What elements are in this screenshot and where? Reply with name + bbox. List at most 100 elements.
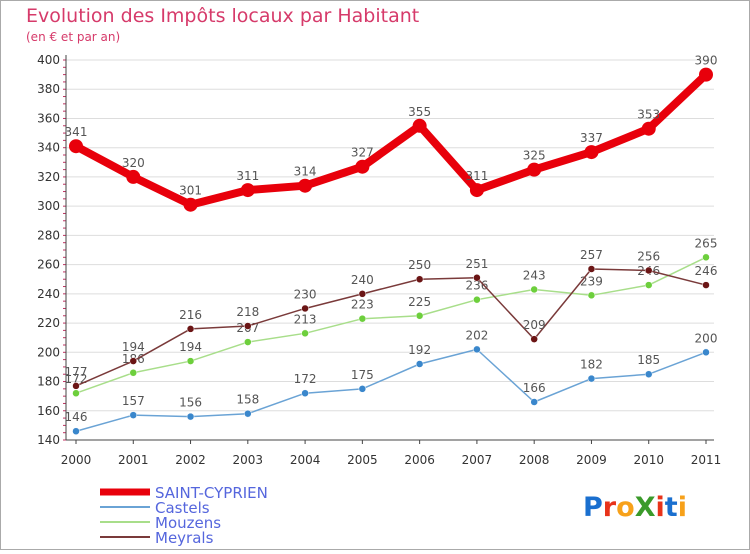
data-point <box>186 412 195 421</box>
y-tick-label: 280 <box>37 228 60 242</box>
data-label: 194 <box>122 340 145 354</box>
data-point <box>644 266 653 275</box>
data-point <box>587 265 596 273</box>
data-label: 194 <box>179 340 202 354</box>
data-label: 327 <box>351 146 374 160</box>
data-point <box>240 183 255 198</box>
data-label: 236 <box>465 279 488 293</box>
data-point <box>702 281 710 289</box>
data-point <box>244 322 252 330</box>
legend-label: Castels <box>155 499 210 517</box>
x-tick-label: 2000 <box>61 453 92 467</box>
data-label: 320 <box>122 156 145 170</box>
series-saint-cyprien: 341 320 301 311 314 327 355 311 325 337 353 390 <box>65 54 717 212</box>
data-label: 337 <box>580 131 603 145</box>
data-point <box>186 357 195 365</box>
data-point <box>415 275 424 283</box>
data-point <box>244 338 252 346</box>
x-tick-label: 2010 <box>633 453 664 467</box>
data-label: 158 <box>236 393 259 407</box>
x-tick-label: 2008 <box>519 453 550 467</box>
data-label: 166 <box>523 381 546 395</box>
data-point <box>301 329 309 338</box>
data-label: 225 <box>408 295 431 309</box>
data-label: 157 <box>122 394 145 408</box>
logo-text: ProXiti <box>583 492 687 523</box>
data-label: 353 <box>637 108 660 122</box>
data-label: 177 <box>65 365 88 379</box>
data-point <box>530 398 538 406</box>
data-point <box>358 314 367 323</box>
data-label: 185 <box>637 353 660 367</box>
logo-letter: i <box>678 492 687 523</box>
data-label: 223 <box>351 298 374 312</box>
data-point <box>412 118 427 133</box>
chart-title: Evolution des Impôts locaux par Habitant <box>26 5 419 27</box>
data-label: 314 <box>294 165 317 179</box>
data-label: 182 <box>580 358 603 372</box>
data-point <box>355 159 370 174</box>
data-label: 341 <box>65 125 88 139</box>
data-point <box>301 304 309 313</box>
data-label: 200 <box>695 331 718 345</box>
logo-letter: X <box>635 492 656 523</box>
data-label: 240 <box>351 273 374 287</box>
x-tick-label: 2002 <box>175 453 206 467</box>
data-label: 256 <box>637 249 660 263</box>
data-point <box>644 281 653 289</box>
legend-label: SAINT-CYPRIEN <box>155 484 268 502</box>
y-tick-label: 240 <box>37 287 60 301</box>
data-point <box>244 409 252 418</box>
series-line <box>74 71 709 209</box>
logo-letter: r <box>603 492 617 523</box>
y-tick-label: 260 <box>37 258 60 272</box>
data-point <box>129 357 138 365</box>
data-point <box>358 290 367 298</box>
y-tick-label: 380 <box>37 82 60 96</box>
data-point <box>126 169 141 184</box>
data-label: 146 <box>65 410 88 424</box>
data-point <box>415 360 424 368</box>
legend-label: Meyrals <box>155 529 214 547</box>
y-tick-label: 220 <box>37 316 60 330</box>
data-point <box>358 385 367 393</box>
data-label: 172 <box>294 372 317 386</box>
y-tick-label: 200 <box>37 345 60 359</box>
data-point <box>699 67 713 82</box>
data-label: 243 <box>523 268 546 282</box>
data-label: 257 <box>580 248 603 262</box>
data-label: 265 <box>695 236 718 250</box>
data-point <box>584 145 599 160</box>
y-tick-label: 160 <box>37 404 60 418</box>
y-tick-label: 400 <box>37 53 60 67</box>
data-label: 311 <box>465 169 488 183</box>
data-label: 218 <box>236 305 259 319</box>
data-point <box>183 197 198 212</box>
data-point <box>415 312 424 320</box>
data-label: 250 <box>408 258 431 272</box>
logo-letter: t <box>665 492 678 523</box>
data-label: 239 <box>580 274 603 288</box>
axes: 140 160 180 200 220 240 260 280 300 320 340 360 380 4… <box>37 53 721 467</box>
data-point <box>641 121 656 136</box>
y-tick-label: 140 <box>37 433 60 447</box>
logo-letter: i <box>656 492 665 523</box>
y-tick-label: 340 <box>37 141 60 155</box>
data-point <box>473 295 481 304</box>
y-tick-label: 180 <box>37 375 60 389</box>
data-label: 230 <box>294 287 317 301</box>
x-tick-label: 2004 <box>290 453 321 467</box>
logo-letter: o <box>616 492 635 523</box>
data-point <box>587 291 596 300</box>
data-label: 156 <box>179 396 202 410</box>
data-point <box>473 345 481 354</box>
x-tick-label: 2003 <box>233 453 264 467</box>
y-tick-label: 360 <box>37 111 60 125</box>
data-label: 175 <box>351 368 374 382</box>
data-point <box>72 389 80 397</box>
data-label: 202 <box>465 328 488 342</box>
data-point <box>72 382 80 390</box>
